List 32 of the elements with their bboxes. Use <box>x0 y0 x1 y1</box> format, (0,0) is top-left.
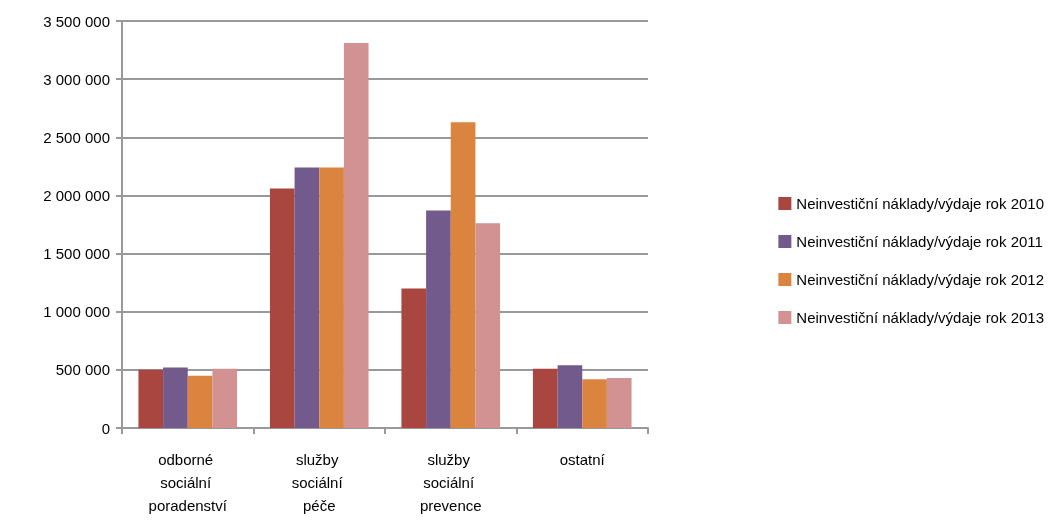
y-tick-label: 3 000 000 <box>43 70 110 88</box>
bar <box>343 43 369 428</box>
bar <box>401 288 427 428</box>
bar <box>138 369 164 428</box>
bar <box>557 365 583 428</box>
x-tick-label: služby sociální péče <box>291 451 347 514</box>
x-tick-label: služby sociální prevence <box>419 451 482 514</box>
y-tick-label: 0 <box>101 419 110 437</box>
bar <box>475 223 501 428</box>
bar <box>582 379 607 428</box>
y-tick-label: 1 500 000 <box>43 245 110 263</box>
legend-label: Neinvestiční náklady/výdaje rok 2010 <box>796 195 1044 212</box>
bar <box>606 378 632 428</box>
bar <box>319 167 344 428</box>
y-tick-label: 2 000 000 <box>43 186 110 204</box>
bar <box>269 188 295 428</box>
x-tick-label: odborné sociální poradenství <box>148 451 228 514</box>
bar <box>187 375 213 428</box>
bar <box>532 368 558 428</box>
bar <box>426 210 451 428</box>
bar <box>163 367 188 428</box>
y-tick-label: 500 000 <box>55 361 110 379</box>
x-tick-label: ostatní <box>559 451 606 468</box>
y-tick-label: 3 500 000 <box>43 12 110 30</box>
y-tick-label: 2 500 000 <box>43 128 110 146</box>
bar <box>450 122 476 428</box>
legend-label: Neinvestiční náklady/výdaje rok 2011 <box>796 233 1043 250</box>
legend-label: Neinvestiční náklady/výdaje rok 2013 <box>796 309 1044 326</box>
legend-label: Neinvestiční náklady/výdaje rok 2012 <box>796 271 1044 288</box>
bar <box>294 167 320 428</box>
y-tick-label: 1 000 000 <box>43 303 110 321</box>
bar <box>212 368 238 428</box>
